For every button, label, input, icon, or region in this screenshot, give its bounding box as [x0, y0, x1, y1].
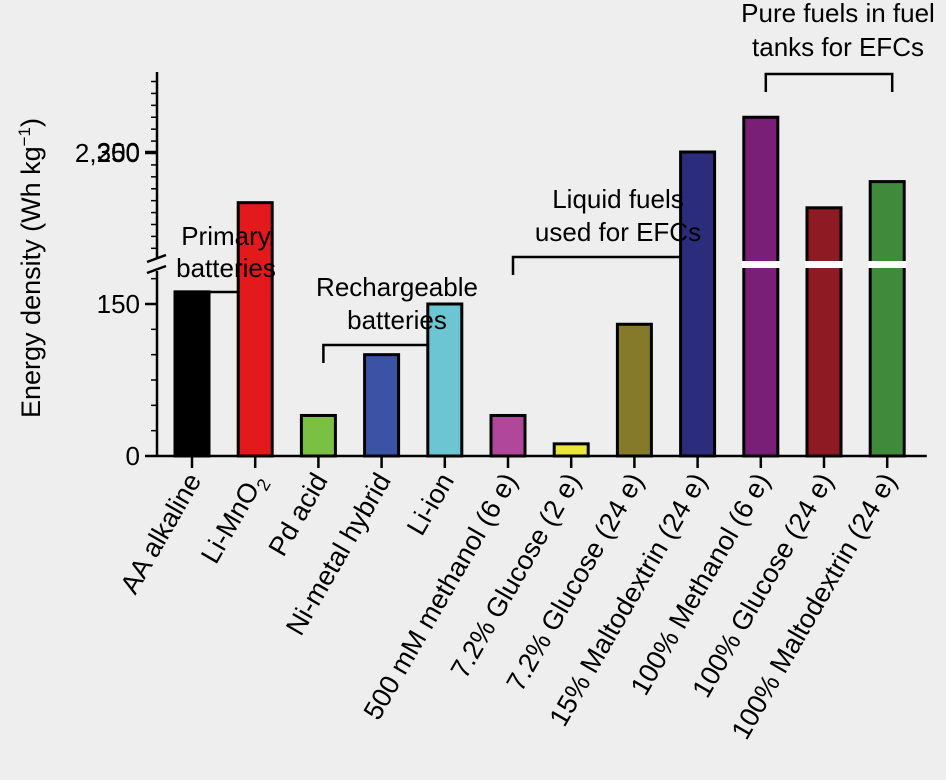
group-annotation: Pure fuels in fuel: [741, 0, 935, 28]
bar: [363, 353, 401, 458]
group-annotation: Rechargeable: [316, 272, 478, 302]
bar: [868, 180, 906, 458]
axes: [145, 72, 927, 468]
group-bracket: [511, 255, 704, 275]
bar-break-band: [741, 261, 780, 268]
group-annotation: batteries: [176, 253, 276, 283]
bar: [173, 290, 211, 458]
bars: [173, 115, 907, 458]
group-annotation: tanks for EFCs: [752, 32, 924, 62]
x-category-label: Li-ion: [401, 468, 460, 540]
bar: [426, 302, 464, 458]
bar-break-band: [868, 261, 907, 268]
group-annotation: Liquid fuels: [552, 184, 684, 214]
x-category-label: Pd acid: [263, 468, 334, 561]
y-tick-label: 150: [97, 289, 140, 319]
axis-break-mark: [146, 253, 167, 264]
y-axis-title: Energy density (Wh kg−1): [15, 118, 46, 418]
bar-break-band: [805, 261, 843, 268]
bar: [489, 413, 527, 458]
group-bracket: [764, 72, 894, 92]
y-tick-label: 2,250: [75, 138, 140, 168]
bar: [679, 150, 717, 458]
group-annotation: Primary: [181, 221, 271, 251]
bar: [805, 206, 843, 458]
bar: [615, 322, 653, 458]
y-tick-label: 0: [126, 441, 140, 471]
bar: [742, 115, 780, 458]
x-category-label: AA alkaline: [114, 468, 207, 599]
group-annotation: batteries: [347, 305, 447, 335]
axis-break-mark: [146, 264, 167, 275]
bar: [299, 413, 337, 458]
bar: [236, 201, 274, 458]
group-annotation: used for EFCs: [535, 217, 701, 247]
y-tick-label: 300: [97, 137, 140, 167]
x-category-label: Li-MnO2: [195, 468, 275, 571]
bar: [552, 442, 590, 458]
